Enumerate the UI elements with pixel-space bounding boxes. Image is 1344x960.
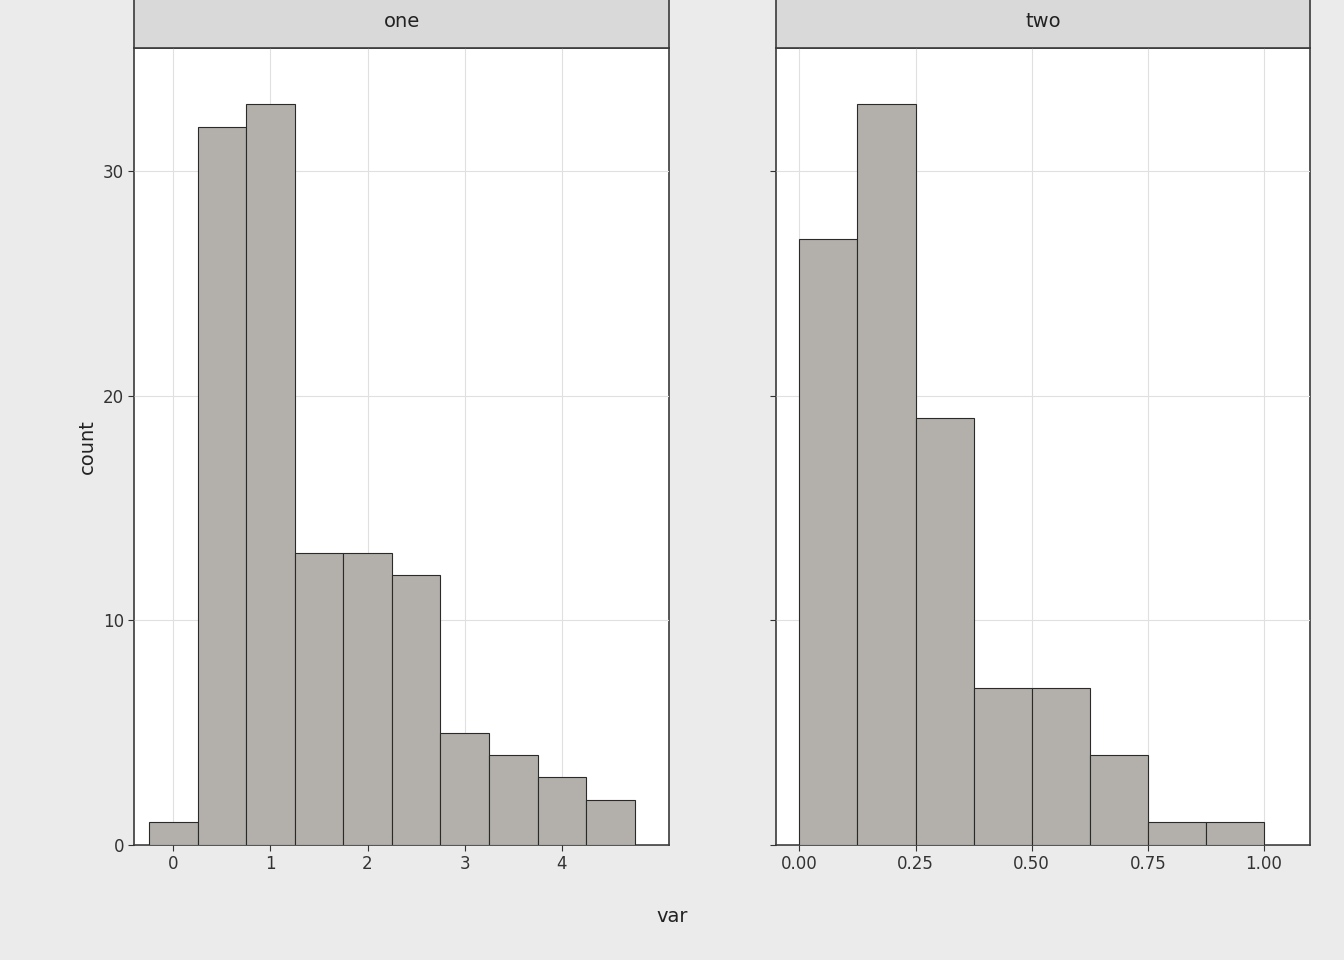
Bar [915, 419, 973, 845]
Bar [538, 778, 586, 845]
Bar [586, 800, 634, 845]
Bar [343, 553, 392, 845]
Bar [441, 732, 489, 845]
Text: one: one [383, 12, 419, 31]
Bar [973, 687, 1032, 845]
Bar [392, 575, 441, 845]
Bar [149, 823, 198, 845]
Text: two: two [1025, 12, 1062, 31]
Bar [198, 127, 246, 845]
Bar [1090, 755, 1148, 845]
Bar [800, 239, 857, 845]
Bar [857, 104, 915, 845]
Bar [1148, 823, 1206, 845]
Bar [246, 104, 294, 845]
Bar [1032, 687, 1090, 845]
Y-axis label: count: count [78, 419, 97, 474]
Bar [294, 553, 343, 845]
Text: var: var [656, 907, 688, 926]
Bar [489, 755, 538, 845]
Bar [1206, 823, 1263, 845]
